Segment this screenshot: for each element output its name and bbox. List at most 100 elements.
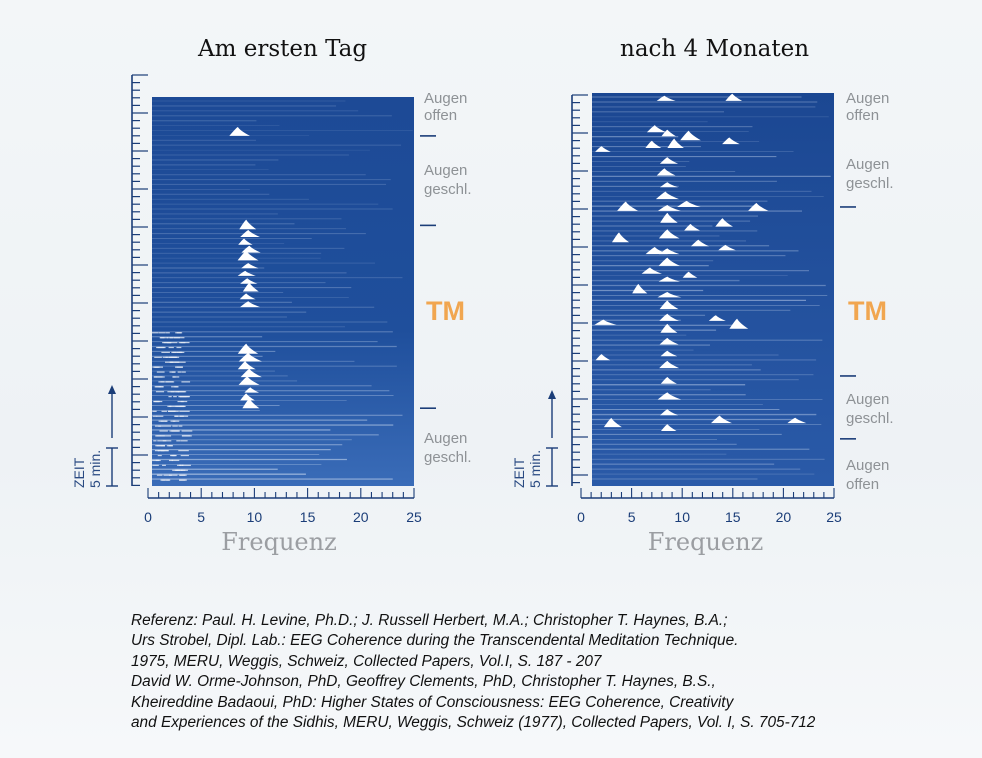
x-tick-label: 25	[826, 509, 842, 525]
alpha-peak	[656, 95, 676, 101]
alpha-peak	[661, 424, 677, 431]
alpha-peak	[238, 352, 262, 362]
alpha-peak	[661, 129, 676, 137]
x-tick-label: 15	[300, 509, 316, 525]
alpha-peak	[660, 323, 678, 333]
segment-label-tm: TM	[848, 296, 887, 326]
x-tick-label: 20	[776, 509, 792, 525]
segment-label: Augen	[424, 430, 467, 447]
alpha-peak	[708, 315, 726, 321]
alpha-peak	[715, 218, 733, 227]
x-tick-label: 10	[247, 509, 263, 525]
alpha-peak	[677, 200, 701, 207]
segment-label: geschl.	[846, 175, 894, 192]
segment-label: Augen	[424, 162, 467, 179]
segment-label: geschl.	[424, 181, 472, 198]
alpha-peak	[240, 230, 260, 237]
alpha-peak	[239, 219, 257, 230]
spectral-traces	[152, 100, 413, 481]
alpha-peak	[595, 146, 611, 152]
segment-label: Augen	[424, 90, 467, 107]
alpha-peak	[594, 319, 617, 325]
alpha-peak	[239, 293, 256, 300]
alpha-peak	[595, 354, 611, 361]
alpha-peak	[682, 271, 698, 278]
alpha-peak	[237, 250, 259, 261]
reference-text: Referenz: Paul. H. Levine, Ph.D.; J. Rus…	[131, 611, 971, 733]
alpha-peak	[238, 238, 253, 245]
alpha-peak	[657, 392, 682, 400]
reference-line: Referenz: Paul. H. Levine, Ph.D.; J. Rus…	[131, 612, 728, 629]
alpha-peak	[240, 301, 261, 308]
alpha-peak	[659, 157, 679, 164]
x-tick-label: 0	[577, 509, 585, 525]
x-tick-label: 15	[725, 509, 741, 525]
alpha-peak	[658, 229, 680, 239]
alpha-peak	[659, 248, 680, 255]
x-axis-title: Frequenz	[648, 528, 763, 556]
x-axis-title: Frequenz	[221, 528, 336, 556]
alpha-peak	[617, 201, 639, 211]
time-arrow-head	[548, 390, 556, 399]
alpha-peak	[659, 360, 680, 369]
alpha-peak	[242, 398, 260, 409]
alpha-peak	[660, 212, 678, 223]
eeg-charts: AugenoffenAugengeschl.TMAugengeschl.ZEIT…	[71, 74, 894, 556]
x-tick-label: 10	[674, 509, 690, 525]
alpha-peaks	[229, 127, 262, 409]
segment-label: Augen	[846, 90, 889, 107]
segment-label: Augen	[846, 156, 889, 173]
alpha-peak	[690, 239, 709, 247]
x-tick-label: 5	[628, 509, 636, 525]
alpha-peak	[657, 205, 681, 211]
segment-label: offen	[424, 107, 457, 124]
alpha-peak	[240, 278, 258, 284]
alpha-peak	[237, 270, 256, 276]
alpha-peak	[244, 387, 260, 393]
alpha-peak	[632, 284, 648, 294]
alpha-peak	[241, 263, 259, 269]
zeit-scale-label: 5 min.	[527, 450, 543, 488]
alpha-peak	[729, 318, 749, 329]
alpha-peak	[722, 137, 740, 145]
alpha-peak	[660, 182, 678, 188]
chart-title-left: Am ersten Tag	[198, 36, 368, 62]
zeit-label: ZEIT	[511, 457, 527, 488]
alpha-peak	[238, 376, 260, 385]
alpha-peak	[229, 127, 250, 136]
alpha-peak	[240, 368, 262, 378]
alpha-peak	[660, 409, 679, 416]
spectrogram-panel	[152, 97, 414, 486]
reference-line: Urs Strobel, Dipl. Lab.: EEG Coherence d…	[131, 632, 739, 650]
segment-label-tm: TM	[426, 296, 465, 326]
alpha-peaks	[594, 93, 807, 431]
alpha-peak	[787, 417, 807, 424]
alpha-peak	[237, 343, 259, 354]
reference-line: David W. Orme-Johnson, PhD, Geoffrey Cle…	[131, 673, 716, 691]
alpha-peak	[641, 267, 662, 274]
zeit-scale-label: 5 min.	[87, 450, 103, 488]
alpha-peak	[659, 338, 679, 345]
segment-label: Augen	[846, 457, 889, 474]
segment-label: geschl.	[846, 410, 894, 427]
alpha-peak	[603, 418, 622, 428]
alpha-peak	[660, 377, 677, 384]
alpha-peak	[660, 350, 678, 357]
alpha-peak	[725, 93, 743, 101]
alpha-peak	[667, 138, 684, 148]
alpha-peak	[240, 393, 255, 401]
segment-label: geschl.	[424, 449, 472, 466]
alpha-peak	[659, 300, 679, 310]
alpha-peak	[237, 361, 256, 370]
alpha-peak	[748, 203, 769, 211]
alpha-peak	[656, 168, 676, 176]
spectrogram-left: AugenoffenAugengeschl.TMAugengeschl.ZEIT…	[71, 74, 472, 556]
alpha-peak	[645, 140, 662, 148]
x-tick-label: 20	[353, 509, 369, 525]
reference-line: Kheireddine Badaoui, PhD: Higher States …	[131, 693, 734, 711]
alpha-peak	[658, 257, 680, 266]
reference-line: 1975, MERU, Weggis, Schweiz, Collected P…	[131, 652, 602, 670]
alpha-peak	[684, 224, 700, 231]
alpha-peak	[657, 292, 682, 298]
segment-label: Augen	[846, 391, 889, 408]
